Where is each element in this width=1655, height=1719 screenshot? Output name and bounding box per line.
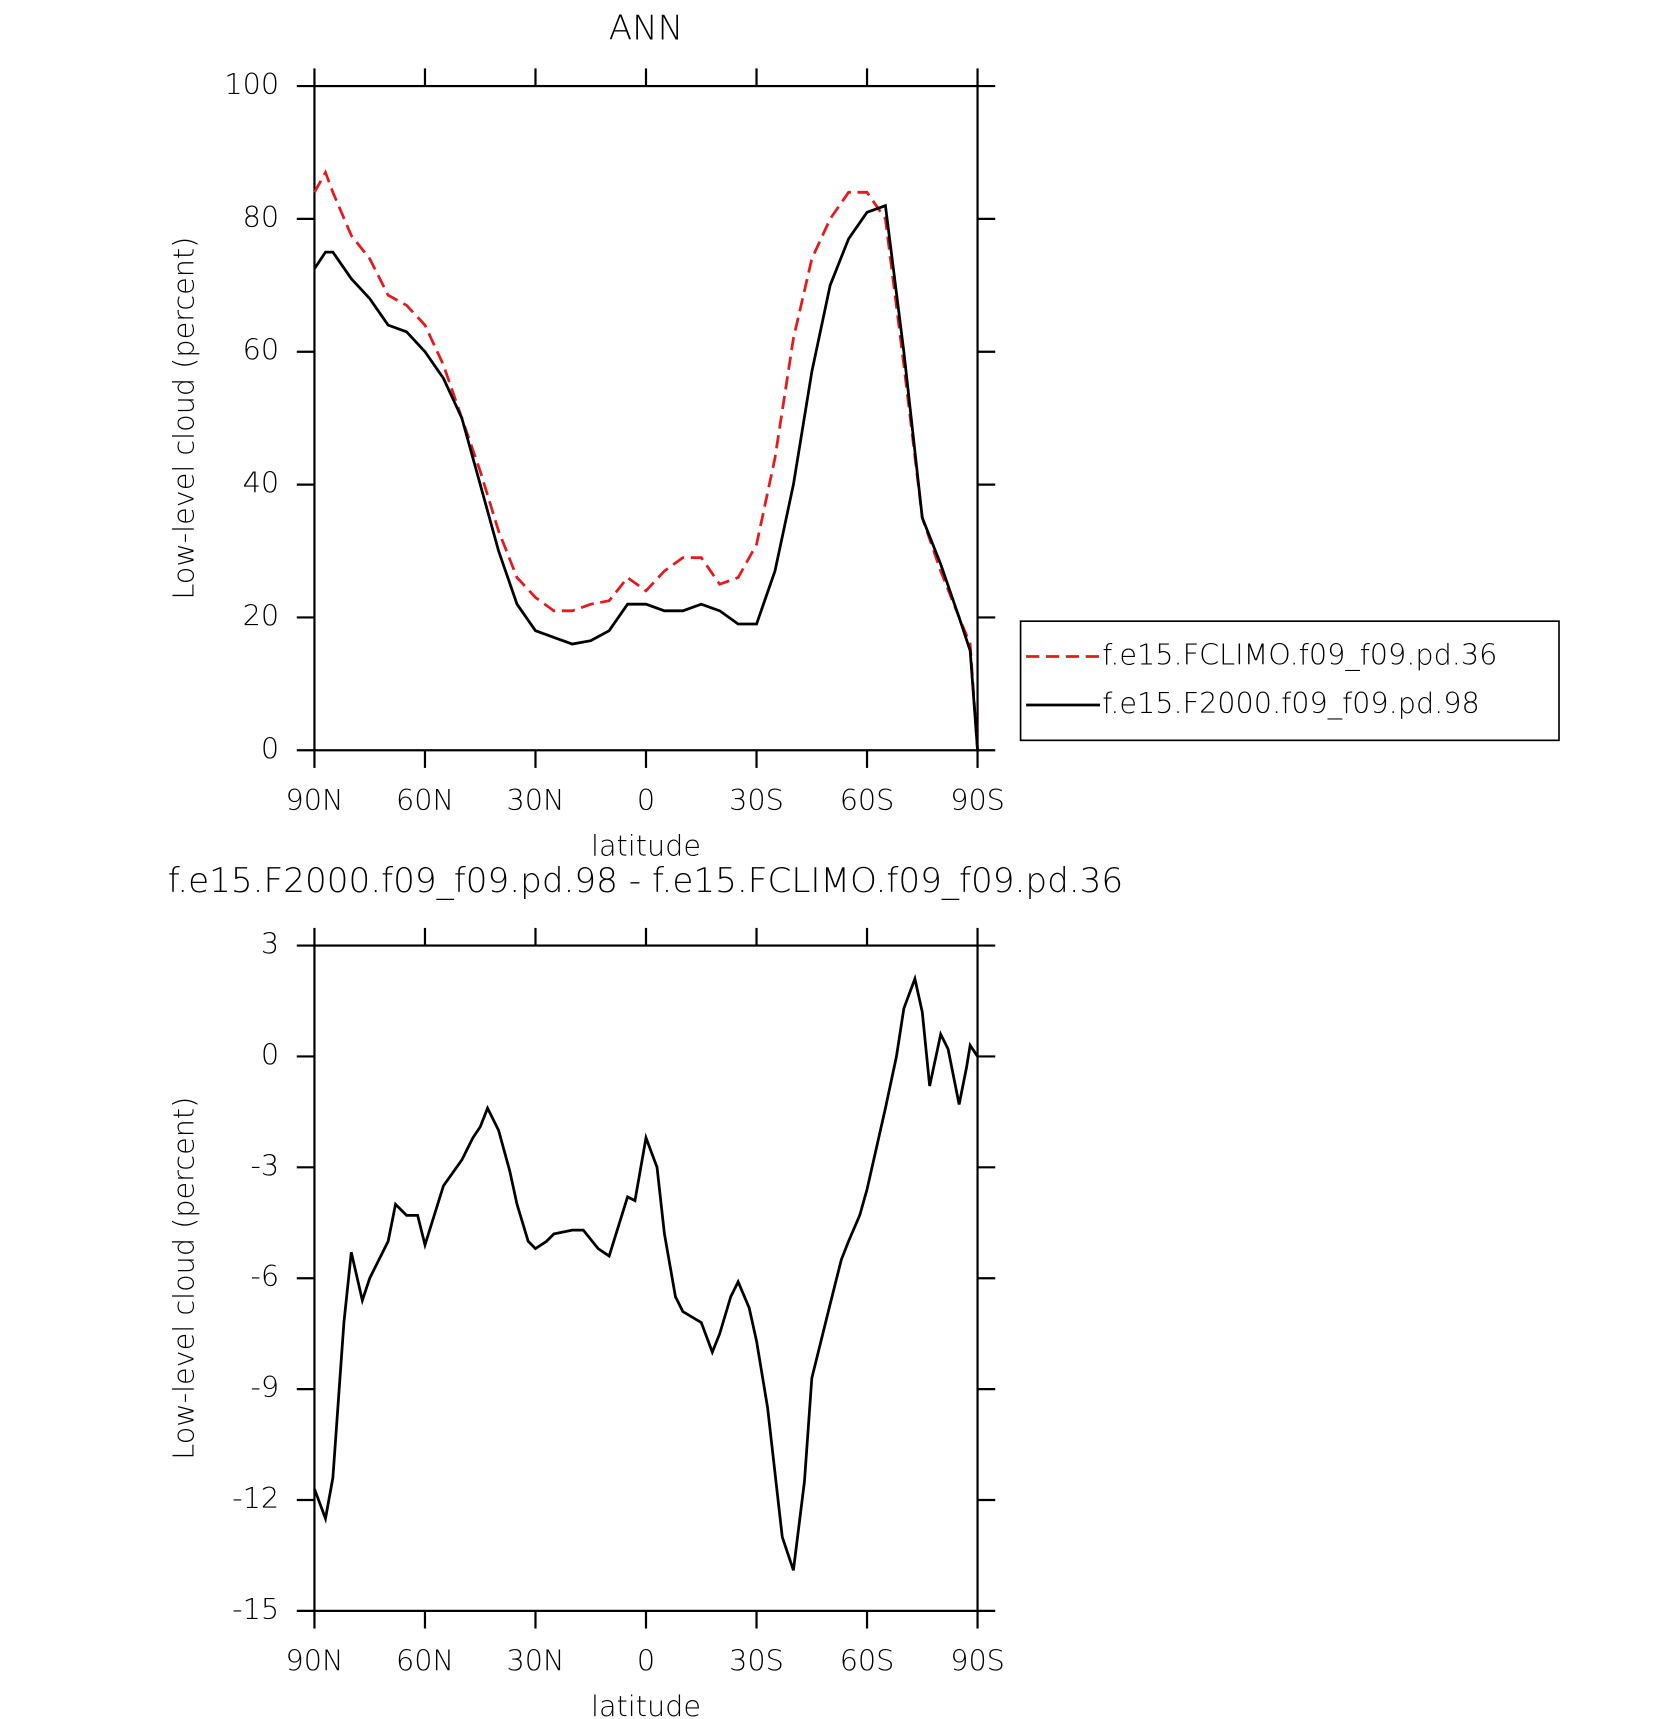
x-tick-label: 0 <box>637 1644 655 1678</box>
x-axis-label: latitude <box>591 1689 701 1719</box>
x-tick-label: 30N <box>507 1644 565 1678</box>
y-tick-label: -3 <box>251 1148 280 1182</box>
x-tick-label: 60S <box>840 783 895 817</box>
x-tick-label: 30S <box>729 783 784 817</box>
legend-label: f.e15.F2000.f09_f09.pd.98 <box>1102 686 1480 721</box>
y-tick-label: 80 <box>243 200 279 234</box>
data-line <box>313 973 979 1571</box>
y-tick-label: 20 <box>243 598 279 632</box>
y-tick-label: -15 <box>232 1592 279 1626</box>
x-tick-label: 60N <box>396 783 454 817</box>
y-tick-label: -12 <box>232 1481 279 1515</box>
y-tick-label: -6 <box>251 1259 280 1293</box>
x-tick-label: 30S <box>729 1644 784 1678</box>
y-tick-label: -9 <box>251 1370 280 1404</box>
chart-title: f.e15.F2000.f09_f09.pd.98 - f.e15.FCLIMO… <box>168 861 1123 901</box>
x-tick-label: 60S <box>840 1644 895 1678</box>
chart-title: ANN <box>609 8 684 48</box>
x-axis-label: latitude <box>591 828 701 862</box>
y-tick-label: 60 <box>243 333 279 367</box>
x-tick-label: 90S <box>950 1644 1005 1678</box>
y-axis-label: Low-level cloud (percent) <box>166 1097 200 1460</box>
x-tick-label: 90N <box>285 1644 343 1678</box>
x-tick-label: 30N <box>507 783 565 817</box>
y-tick-label: 40 <box>243 466 279 500</box>
plot-frame <box>313 944 979 1612</box>
x-tick-label: 60N <box>396 1644 454 1678</box>
x-tick-label: 90N <box>285 783 343 817</box>
legend-label: f.e15.FCLIMO.f09_f09.pd.36 <box>1102 637 1497 672</box>
legend-box <box>1019 620 1560 742</box>
y-tick-label: 0 <box>261 731 279 765</box>
y-tick-label: 0 <box>261 1037 279 1071</box>
y-tick-label: 100 <box>224 67 279 101</box>
y-axis-label: Low-level cloud (percent) <box>166 237 200 600</box>
data-line <box>313 203 979 751</box>
data-line <box>313 169 979 751</box>
x-tick-label: 90S <box>950 783 1005 817</box>
plot-frame <box>313 84 979 752</box>
y-tick-label: 3 <box>261 927 279 961</box>
x-tick-label: 0 <box>637 783 655 817</box>
